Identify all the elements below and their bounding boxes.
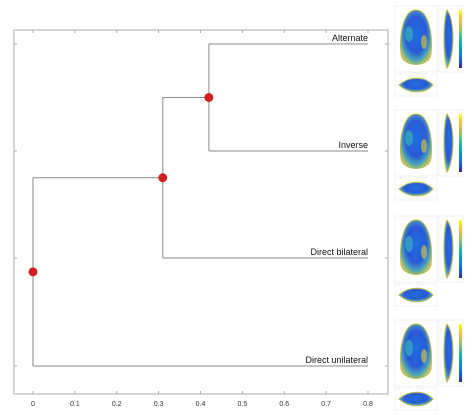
shape-side-view [443,9,454,70]
shape-patch [421,349,427,363]
shape-patch [405,26,413,42]
merge-node [28,267,38,277]
shape-top-view [398,287,434,303]
panel-frame [394,5,438,73]
panel-frame [438,319,464,387]
shape-top-view [398,391,434,407]
x-tick-label: 0.7 [321,401,331,408]
shape-colormap-panels [394,5,464,411]
shape-panel [394,109,464,201]
x-tick-label: 0.6 [279,401,289,408]
panel-frame [438,5,464,73]
leaf-label: Alternate [332,33,368,43]
shape-top-view [398,181,434,197]
shape-patch [421,35,427,49]
x-tick-label: 0.8 [363,401,373,408]
shape-side-view [443,113,454,174]
shape-panel [394,215,464,307]
colorbar [459,10,462,68]
shape-front-view [400,9,432,65]
merge-node [204,93,214,102]
panel-frame [394,73,438,97]
shape-patch [405,340,413,356]
x-axis-ticks: 0 0.1 0.2 0.3 0.4 0.5 0.6 0.7 0.8 [31,30,373,408]
plot-border [13,29,389,395]
dendrogram-branches [32,43,368,367]
panel-frame [394,387,438,411]
leaf-label: Direct unilateral [305,355,368,365]
shape-patch [405,130,413,146]
colorbar [459,220,462,278]
x-tick-label: 0.5 [238,401,248,408]
panel-frame [394,177,438,201]
plot-frame [13,29,389,395]
colorbar [459,114,462,172]
colorbar [459,324,462,382]
x-tick-label: 0.2 [112,401,122,408]
x-tick-label: 0.1 [70,401,80,408]
shape-side-view [443,323,454,384]
shape-patch [421,245,427,259]
panel-frame [394,109,438,177]
leaf-labels: Alternate Inverse Direct bilateral Direct u… [305,33,368,365]
shape-front-view [400,113,432,169]
shape-panel [394,319,464,411]
shape-patch [421,139,427,153]
panel-frame [438,109,464,177]
x-tick-label: 0.4 [196,401,206,408]
merge-node [158,173,168,183]
panel-frame [394,283,438,307]
merge-nodes [28,93,214,277]
shape-front-view [400,219,432,275]
panel-frame [438,215,464,283]
panel-frame [394,215,438,283]
shape-side-view [443,219,454,280]
leaf-label: Direct bilateral [310,247,368,257]
panel-frame [394,319,438,387]
shape-panel [394,5,464,97]
shape-patch [405,236,413,252]
x-tick-label: 0 [31,401,35,408]
leaf-label: Inverse [338,140,368,150]
x-tick-label: 0.3 [154,401,164,408]
shape-front-view [400,323,432,379]
shape-top-view [398,77,434,93]
